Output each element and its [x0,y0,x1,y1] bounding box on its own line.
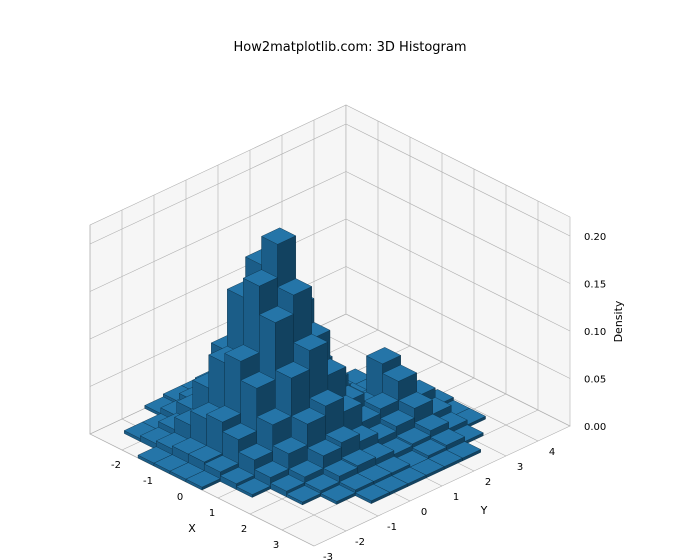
svg-text:-1: -1 [143,476,153,487]
svg-text:1: 1 [209,508,215,519]
svg-text:4: 4 [549,447,555,458]
svg-text:0: 0 [177,492,183,503]
svg-text:0.10: 0.10 [584,327,606,338]
svg-text:0: 0 [421,507,427,518]
svg-text:0.15: 0.15 [584,280,606,291]
svg-text:0.00: 0.00 [584,422,606,433]
chart-3d-scene: -2 -1 0 1 2 3 -3 -2 -1 0 1 2 3 4 0.00 0.05 0.10 0.15 0.20 X… [0,0,700,560]
svg-text:Y: Y [480,504,488,517]
svg-text:3: 3 [517,462,523,473]
svg-text:Density: Density [612,300,625,342]
chart-container: How2matplotlib.com: 3D Histogram -2-1012… [0,0,700,560]
svg-text:0.05: 0.05 [584,375,606,386]
svg-text:-2: -2 [111,460,121,471]
svg-text:-3: -3 [323,552,333,560]
svg-text:-1: -1 [387,522,397,533]
svg-text:3: 3 [273,540,279,551]
svg-text:X: X [188,522,196,535]
svg-text:1: 1 [453,492,459,503]
svg-text:0.20: 0.20 [584,232,606,243]
svg-text:2: 2 [485,477,491,488]
svg-text:2: 2 [241,524,247,535]
svg-text:-2: -2 [355,537,365,548]
